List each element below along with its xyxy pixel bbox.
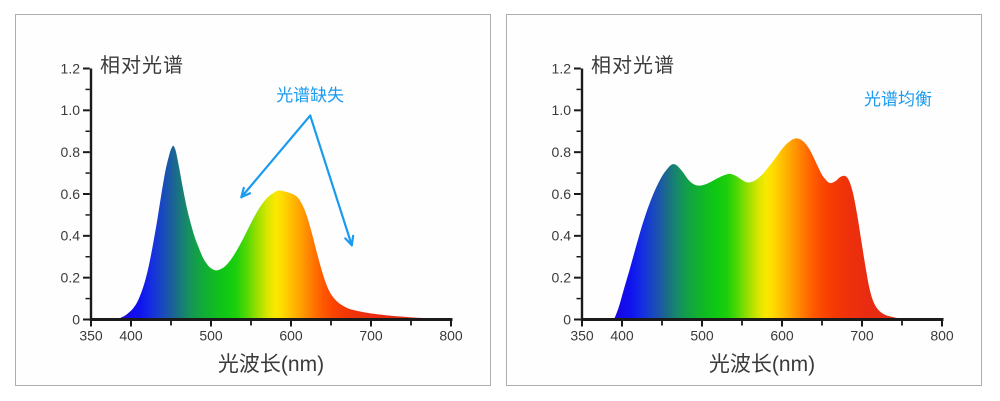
x-tick-label: 400	[610, 328, 634, 344]
annotation-arrow	[309, 114, 355, 247]
annotation-spectrum-balanced: 光谱均衡	[864, 89, 932, 109]
annotation-spectrum-missing: 光谱缺失	[276, 85, 345, 105]
x-axis-label: 光波长(nm)	[708, 353, 816, 376]
x-tick-label: 600	[770, 328, 794, 344]
x-tick-label: 600	[279, 328, 303, 344]
y-tick-label: 0.8	[61, 144, 81, 160]
y-tick-label: 1.0	[61, 102, 81, 118]
y-tick-label: 0.6	[552, 186, 572, 202]
x-tick-label: 350	[79, 328, 103, 344]
y-tick-label: 1.2	[552, 60, 572, 76]
panel-full-spectrum-balanced: 350 400 500 600 700 800 0 0.2 0.4 0.6 0.8 1.0 1.2 相对…	[506, 14, 982, 386]
x-tick-label: 700	[359, 328, 383, 344]
chart-title: 相对光谱	[591, 55, 675, 77]
y-tick-label: 0.4	[552, 228, 572, 244]
x-tick-label: 400	[119, 328, 143, 344]
x-tick-label: 700	[850, 328, 874, 344]
spectrum-area	[117, 145, 452, 320]
y-tick-label: 1.2	[61, 60, 81, 76]
x-axis-label: 光波长(nm)	[217, 353, 325, 376]
y-tick-label: 0.8	[552, 144, 572, 160]
y-tick-label: 0	[72, 311, 80, 327]
y-tick-label: 0.4	[61, 228, 81, 244]
x-tick-label: 350	[570, 328, 594, 344]
panel-led-spectrum-missing: 350 400 500 600 700 800 0 0.2 0.4 0.6 0.8 1.0 1.2 相对…	[15, 14, 491, 386]
y-tick-label: 1.0	[552, 102, 572, 118]
spectrum-chart-right: 350 400 500 600 700 800 0 0.2 0.4 0.6 0.8 1.0 1.2	[552, 60, 954, 344]
spectrum-area	[614, 138, 909, 320]
y-tick-label: 0.2	[61, 270, 81, 286]
x-tick-label: 800	[930, 328, 954, 344]
chart-title: 相对光谱	[100, 55, 184, 77]
y-tick-label: 0	[563, 311, 571, 327]
x-tick-label: 800	[439, 328, 463, 344]
annotation-arrow	[240, 114, 312, 199]
y-tick-label: 0.6	[61, 186, 81, 202]
x-tick-label: 500	[690, 328, 714, 344]
y-tick-label: 0.2	[552, 270, 572, 286]
spectrum-chart-left: 350 400 500 600 700 800 0 0.2 0.4 0.6 0.8 1.0 1.2	[61, 60, 463, 344]
x-tick-label: 500	[199, 328, 223, 344]
